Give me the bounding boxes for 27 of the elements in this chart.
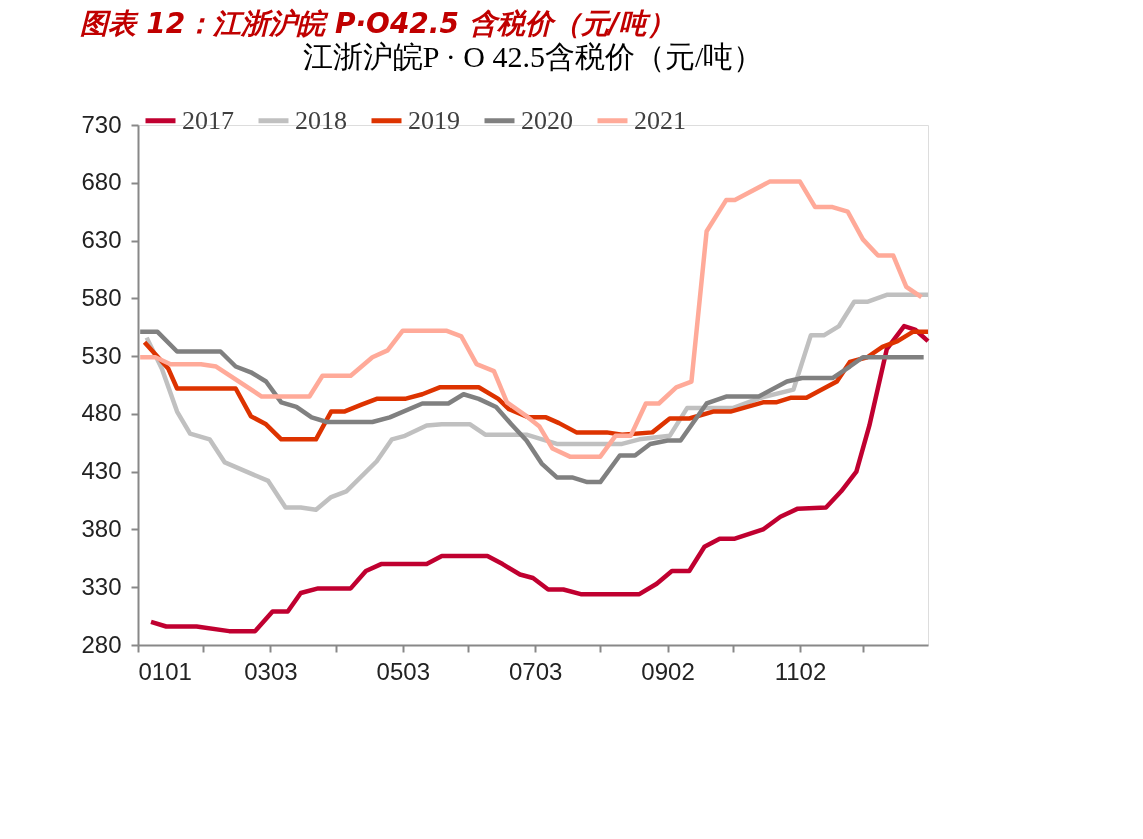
y-tick-label: 480 <box>81 399 122 427</box>
y-tick-label: 680 <box>81 168 122 196</box>
x-tick-label: 0101 <box>138 657 192 685</box>
x-tick-label: 0303 <box>244 657 298 685</box>
y-tick-label: 430 <box>81 457 122 485</box>
y-tick-label: 380 <box>81 514 122 542</box>
y-tick-label: 580 <box>81 283 122 311</box>
y-tick-label: 280 <box>81 630 122 658</box>
legend-label: 2020 <box>521 105 573 135</box>
y-tick-label: 730 <box>81 110 122 138</box>
y-tick-label: 330 <box>81 572 122 600</box>
x-tick-label: 1102 <box>774 657 827 685</box>
line-series <box>144 292 931 513</box>
y-tick-label: 530 <box>81 341 122 369</box>
y-tick-label: 630 <box>81 226 122 254</box>
legend-label: 2018 <box>295 105 347 135</box>
line-series <box>142 329 931 442</box>
line-series <box>137 179 924 459</box>
x-tick-label: 0503 <box>376 657 430 685</box>
line-series <box>148 323 931 634</box>
legend-label: 2017 <box>182 105 234 135</box>
legend-label: 2021 <box>634 105 686 135</box>
chart-subtitle: 江浙沪皖P · O 42.5含税价（元/吨） <box>302 40 764 73</box>
x-tick-label: 0703 <box>508 657 563 685</box>
legend-label: 2019 <box>408 105 460 135</box>
x-tick-label: 0902 <box>641 657 695 685</box>
chart-title: 图表 12：江浙沪皖 P·O42.5 含税价（元/吨） <box>80 6 675 40</box>
